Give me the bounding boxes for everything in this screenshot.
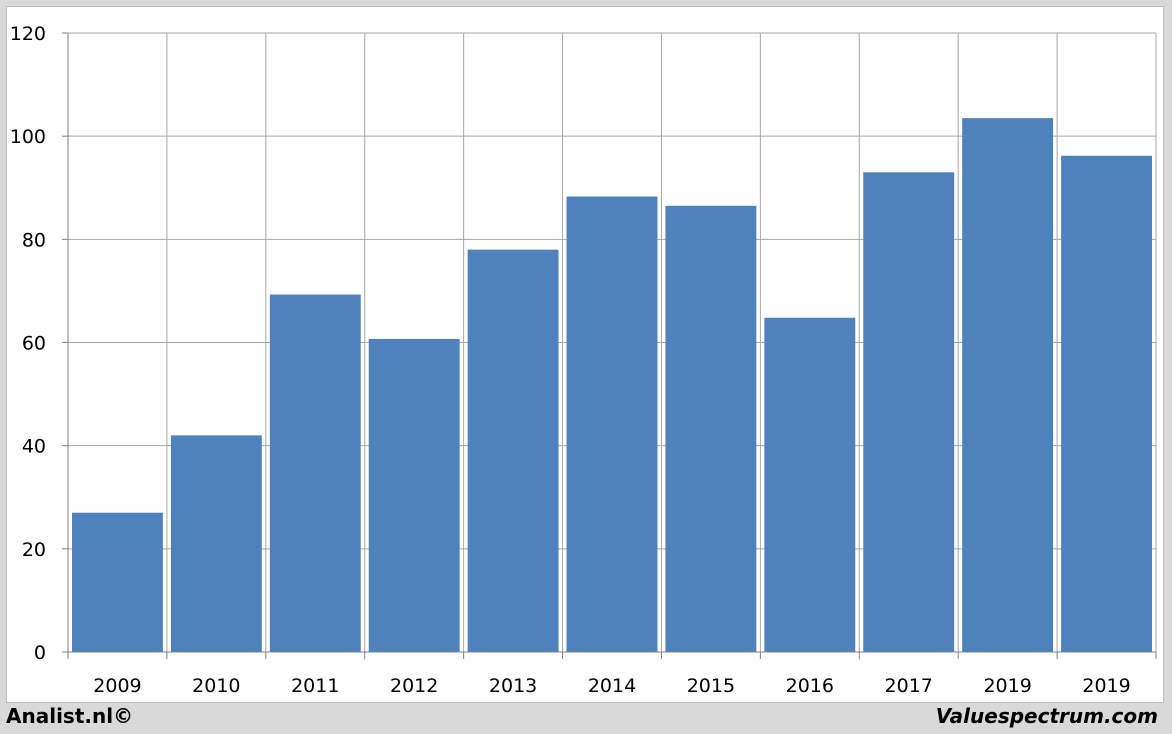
bar-2017 (863, 172, 955, 652)
y-tick-label: 120 (10, 23, 46, 45)
x-tick-label: 2009 (93, 675, 141, 697)
y-tick-label: 40 (22, 436, 46, 458)
x-tick-label: 2011 (291, 675, 339, 697)
bar-2015 (665, 205, 757, 652)
tick-labels: 0 20 40 60 80 100 120 2009 2010 2011 2012 2013 2014 2… (10, 23, 1131, 697)
y-tick-label: 0 (34, 642, 46, 664)
x-tick-label: 2010 (192, 675, 240, 697)
bar-2013 (467, 249, 559, 652)
y-tick-label: 20 (22, 539, 46, 561)
x-tick-label: 2016 (786, 675, 834, 697)
y-tick-label: 60 (22, 333, 46, 355)
footer-source-right: Valuespectrum.com (935, 704, 1158, 728)
bar-2019 (962, 118, 1054, 653)
bar-2014 (566, 196, 658, 652)
x-tick-label: 2017 (885, 675, 933, 697)
x-tick-label: 2019 (983, 675, 1031, 697)
axes (62, 32, 1157, 659)
bars (72, 118, 1152, 653)
bar-2016 (764, 317, 856, 652)
x-tick-label: 2013 (489, 675, 537, 697)
x-tick-label: 2019 (1082, 675, 1130, 697)
x-tick-label: 2012 (390, 675, 438, 697)
bar-2012 (368, 338, 460, 652)
bar-2010 (170, 435, 262, 652)
x-tick-label: 2014 (588, 675, 636, 697)
bar-2011 (269, 294, 361, 652)
y-tick-label: 80 (22, 229, 46, 251)
y-tick-label: 100 (10, 126, 46, 148)
x-tick-label: 2015 (687, 675, 735, 697)
bar-2019 (1061, 155, 1152, 653)
bar-2009 (72, 512, 163, 652)
footer-source-left: Analist.nl© (6, 704, 134, 728)
